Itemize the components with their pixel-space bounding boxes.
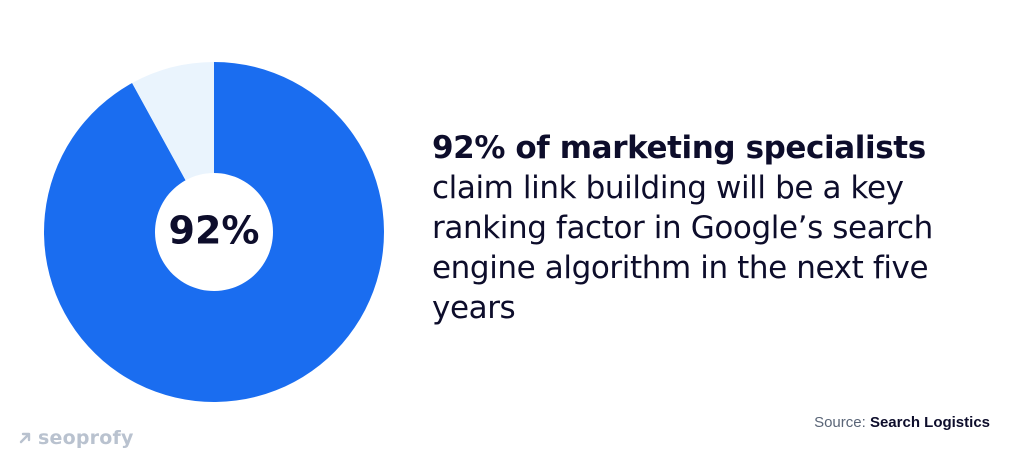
statement-headline: 92% of marketing specialists [432,130,926,166]
brand-logo: seoprofy [18,424,134,452]
donut-slice-1 [132,62,214,181]
donut-center-label: 92% [169,209,260,253]
brand-name: seoprofy [38,427,134,449]
donut-chart: 92% [44,62,384,402]
statement-body: claim link building will be a key rankin… [432,170,933,326]
source-name: Search Logistics [869,414,990,431]
statement: 92% of marketing specialists claim link … [432,128,992,328]
donut-chart-svg: 92% [44,62,384,402]
source-credit: Source: Search Logistics [814,414,990,431]
donut-slice-0 [44,62,384,402]
arrow-up-right-icon [19,432,31,444]
source-label: Source: [814,414,866,431]
